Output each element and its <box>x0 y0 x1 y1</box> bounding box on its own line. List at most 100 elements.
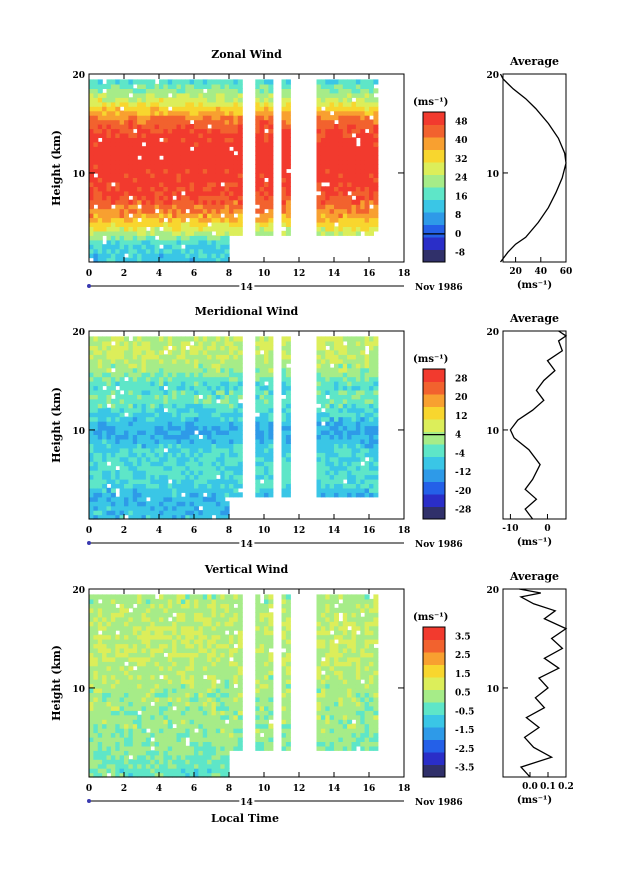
heatmap-cell <box>137 434 143 440</box>
heatmap-cell <box>211 452 217 458</box>
heatmap-cell <box>369 434 374 440</box>
heatmap-cell <box>93 505 99 511</box>
heatmap-cell <box>373 349 379 355</box>
heatmap-cell <box>211 470 217 476</box>
heatmap-cell <box>211 244 217 250</box>
heatmap-cell <box>110 674 116 680</box>
heatmap-cell <box>224 244 230 250</box>
heatmap-cell <box>132 630 138 636</box>
heatmap-cell <box>124 394 129 400</box>
heatmap-cell <box>347 128 353 134</box>
heatmap-cell <box>194 465 199 471</box>
colorbar-segment <box>423 162 445 175</box>
heatmap-cell <box>119 358 125 364</box>
heatmap-cell <box>106 221 112 227</box>
heatmap-cell <box>268 456 274 462</box>
heatmap-cell <box>172 230 178 236</box>
heatmap-cell <box>89 248 94 254</box>
heatmap-cell <box>364 141 370 147</box>
heatmap-cell <box>211 132 217 138</box>
heatmap-cell <box>259 394 265 400</box>
heatmap-cell <box>351 345 357 351</box>
heatmap-cell <box>137 728 143 734</box>
y-tick-label: 20 <box>72 328 85 338</box>
heatmap-cell <box>233 217 239 223</box>
heatmap-cell <box>124 616 129 622</box>
heatmap-cell <box>137 106 143 112</box>
heatmap-cell <box>102 412 108 418</box>
heatmap-cell <box>355 447 361 453</box>
heatmap-cell <box>102 164 108 170</box>
heatmap-cell <box>211 79 217 85</box>
heatmap-cell <box>189 514 195 520</box>
x-tick-label: 4 <box>156 269 162 279</box>
heatmap-cell <box>338 146 344 152</box>
heatmap-cell <box>281 372 287 378</box>
heatmap-cell <box>159 358 164 364</box>
heatmap-cell <box>268 83 274 89</box>
heatmap-cell <box>102 124 108 130</box>
heatmap-cell <box>369 336 374 342</box>
heatmap-cell <box>281 416 287 422</box>
heatmap-cell <box>355 389 361 395</box>
heatmap-cell <box>189 106 195 112</box>
heatmap-cell <box>233 381 239 387</box>
heatmap-cell <box>320 483 326 489</box>
heatmap-cell <box>137 354 143 360</box>
heatmap-cell <box>202 501 208 507</box>
heatmap-cell <box>128 349 134 355</box>
heatmap-cell <box>154 705 160 711</box>
heatmap-cell <box>185 514 191 520</box>
heatmap-cell <box>229 340 234 346</box>
heatmap-cell <box>128 705 134 711</box>
heatmap-cell <box>150 385 156 391</box>
heatmap-cell <box>360 115 366 121</box>
heatmap-cell <box>316 487 322 493</box>
heatmap-cell <box>159 768 164 774</box>
heatmap-cell <box>176 186 182 192</box>
heatmap-cell <box>154 429 160 435</box>
heatmap-cell <box>132 141 138 147</box>
heatmap-cell <box>360 376 366 382</box>
heatmap-cell <box>97 438 103 444</box>
heatmap-cell <box>89 510 94 516</box>
x-tick-label: 2 <box>121 269 127 279</box>
heatmap-cell <box>106 336 112 342</box>
heatmap-cell <box>163 354 169 360</box>
heatmap-cell <box>119 634 125 640</box>
heatmap-cell <box>194 416 199 422</box>
heatmap-cell <box>229 465 234 471</box>
heatmap-cell <box>259 385 265 391</box>
heatmap-cell <box>110 416 116 422</box>
heatmap-cell <box>115 687 121 693</box>
heatmap-cell <box>207 456 213 462</box>
heatmap-cell <box>159 434 164 440</box>
heatmap-cell <box>180 195 186 201</box>
heatmap-cell <box>373 456 379 462</box>
heatmap-cell <box>89 754 94 760</box>
heatmap-cell <box>167 505 173 511</box>
heatmap-cell <box>145 407 151 413</box>
heatmap-cell <box>360 79 366 85</box>
heatmap-cell <box>172 155 178 161</box>
heatmap-cell <box>132 97 138 103</box>
heatmap-cell <box>334 487 339 493</box>
heatmap-cell <box>159 106 164 112</box>
heatmap-cell <box>215 438 221 444</box>
day-marker: 14 <box>240 283 253 293</box>
heatmap-cell <box>93 652 99 658</box>
heatmap-cell <box>285 349 291 355</box>
heatmap-cell <box>154 186 160 192</box>
heatmap-cell <box>215 456 221 462</box>
heatmap-cell <box>124 487 129 493</box>
heatmap-cell <box>194 221 199 227</box>
heatmap-cell <box>255 155 261 161</box>
heatmap-cell <box>154 257 160 263</box>
heatmap-cell <box>198 159 204 165</box>
heatmap-cell <box>329 354 335 360</box>
heatmap-cell <box>198 97 204 103</box>
heatmap-cell <box>115 235 121 241</box>
heatmap-cell <box>347 465 353 471</box>
heatmap-cell <box>360 381 366 387</box>
heatmap-cell <box>119 612 125 618</box>
